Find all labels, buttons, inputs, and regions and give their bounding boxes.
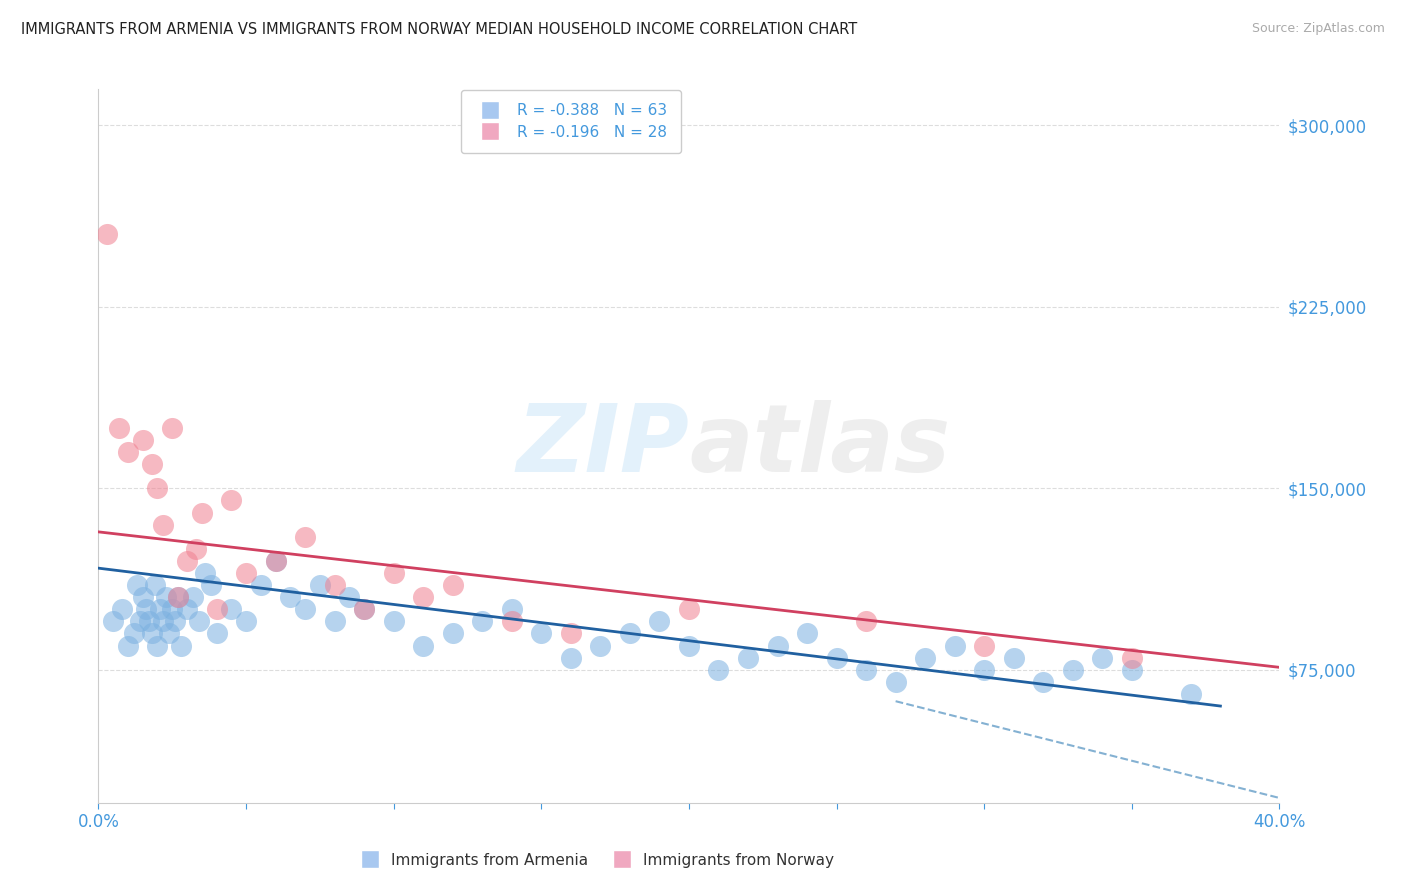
Point [678,639,700,653]
Point [141,626,163,640]
Point [501,602,523,616]
Point [167,590,190,604]
Point [914,650,936,665]
Point [149,602,172,616]
Point [560,650,582,665]
Point [353,602,375,616]
Point [973,639,995,653]
Point [143,578,166,592]
Point [205,602,228,616]
Point [1062,663,1084,677]
Point [176,602,198,616]
Point [157,626,180,640]
Point [678,602,700,616]
Point [441,578,464,592]
Point [1121,663,1143,677]
Point [884,674,907,689]
Point [766,639,789,653]
Point [138,615,160,629]
Point [737,650,759,665]
Text: ZIP: ZIP [516,400,689,492]
Point [117,639,139,653]
Point [200,578,222,592]
Point [111,602,134,616]
Point [167,590,190,604]
Point [412,639,434,653]
Point [184,541,207,556]
Point [855,663,877,677]
Point [294,530,316,544]
Point [170,639,193,653]
Text: IMMIGRANTS FROM ARMENIA VS IMMIGRANTS FROM NORWAY MEDIAN HOUSEHOLD INCOME CORREL: IMMIGRANTS FROM ARMENIA VS IMMIGRANTS FR… [21,22,858,37]
Point [560,626,582,640]
Point [441,626,464,640]
Point [323,615,346,629]
Point [117,445,139,459]
Point [382,615,405,629]
Point [103,615,125,629]
Text: Source: ZipAtlas.com: Source: ZipAtlas.com [1251,22,1385,36]
Point [135,602,157,616]
Point [125,578,148,592]
Point [1121,650,1143,665]
Point [294,602,316,616]
Point [165,615,187,629]
Point [530,626,553,640]
Point [943,639,966,653]
Point [235,615,257,629]
Point [155,590,177,604]
Point [382,566,405,580]
Point [146,639,169,653]
Point [323,578,346,592]
Point [280,590,302,604]
Point [96,227,118,242]
Point [707,663,730,677]
Point [152,615,174,629]
Point [339,590,361,604]
Point [181,590,204,604]
Point [250,578,273,592]
Point [1032,674,1054,689]
Point [1002,650,1025,665]
Point [176,554,198,568]
Point [205,626,228,640]
Point [187,615,209,629]
Point [221,602,243,616]
Point [128,615,150,629]
Point [132,590,155,604]
Point [309,578,332,592]
Point [221,493,243,508]
Point [589,639,612,653]
Point [412,590,434,604]
Point [132,433,155,447]
Point [264,554,287,568]
Point [619,626,641,640]
Point [141,457,163,471]
Point [162,602,183,616]
Point [1180,687,1202,701]
Point [648,615,671,629]
Point [122,626,145,640]
Point [1091,650,1114,665]
Point [973,663,995,677]
Legend: Immigrants from Armenia, Immigrants from Norway: Immigrants from Armenia, Immigrants from… [349,847,841,873]
Point [235,566,257,580]
Point [264,554,287,568]
Point [162,421,183,435]
Point [825,650,848,665]
Point [191,506,214,520]
Point [146,481,169,495]
Text: atlas: atlas [689,400,950,492]
Point [501,615,523,629]
Point [194,566,217,580]
Point [108,421,131,435]
Point [471,615,494,629]
Point [353,602,375,616]
Point [855,615,877,629]
Point [152,517,174,532]
Point [796,626,818,640]
